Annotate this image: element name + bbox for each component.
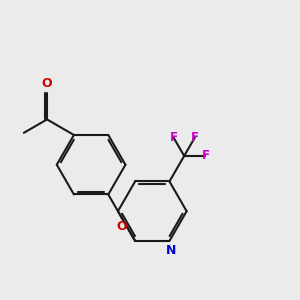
Text: F: F xyxy=(202,149,209,162)
Text: N: N xyxy=(166,244,176,257)
Text: F: F xyxy=(191,131,199,144)
Text: O: O xyxy=(42,77,52,90)
Text: F: F xyxy=(169,131,178,144)
Text: O: O xyxy=(116,220,127,233)
